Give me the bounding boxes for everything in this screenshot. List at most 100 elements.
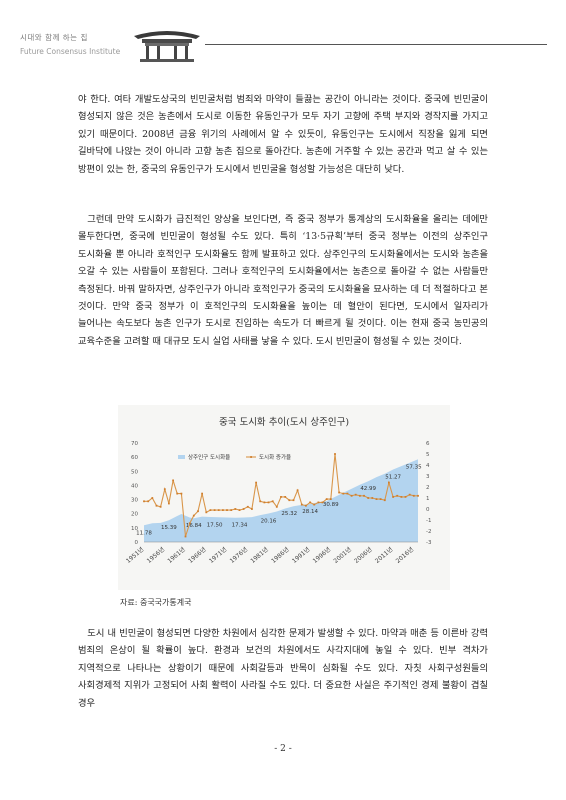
urbanization-chart: 중국 도시화 추이(도시 상주인구) 11.78 15.39 16.84 17.50 17… <box>118 405 450 590</box>
line-point <box>263 501 266 504</box>
line-point <box>325 498 328 500</box>
line-point <box>346 492 349 495</box>
y-left-tick-label: 0 <box>135 540 139 546</box>
line-point <box>151 497 154 499</box>
x-tick-label: 1971년 <box>207 545 228 564</box>
line-point <box>342 492 345 495</box>
line-point <box>188 522 191 525</box>
line-point <box>209 509 212 511</box>
x-tick-label: 2016년 <box>394 545 415 564</box>
line-point <box>388 481 390 484</box>
y-right-tick-label: 4 <box>426 463 430 469</box>
line-point <box>267 501 270 504</box>
line-point <box>275 505 278 508</box>
line-point <box>217 509 220 511</box>
line-point <box>300 503 303 506</box>
x-tick-label: 1951년 <box>124 545 145 564</box>
line-point <box>329 498 332 500</box>
line-point <box>334 453 336 455</box>
y-left-tick-label: 70 <box>131 441 138 447</box>
x-tick-label: 2011년 <box>373 545 394 564</box>
line-point <box>192 514 195 517</box>
chart-title: 중국 도시화 추이(도시 상주인구) <box>219 417 349 428</box>
line-point <box>251 508 253 510</box>
line-point <box>197 510 199 513</box>
y-right-tick-label: -2 <box>426 529 431 535</box>
y-right-tick-label: -3 <box>426 540 432 546</box>
line-point <box>155 504 158 507</box>
line-point <box>176 492 179 495</box>
line-point <box>309 501 311 504</box>
line-point <box>412 494 415 497</box>
line-point <box>305 504 307 507</box>
logo-text-english: Future Consensus Institute <box>20 47 121 56</box>
y-right-tick-label: 5 <box>426 452 430 458</box>
line-point <box>354 493 357 496</box>
header-divider <box>205 44 547 45</box>
chart-source: 자료: 중국국가통계국 <box>120 598 192 607</box>
x-tick-label: 1991년 <box>290 545 311 564</box>
line-point <box>284 496 287 498</box>
line-point <box>255 481 257 484</box>
line-point <box>201 492 203 495</box>
x-tick-label: 2001년 <box>332 545 353 564</box>
line-point <box>238 509 241 511</box>
page-header: 시대와 함께 하는 집 Future Consensus Institute <box>0 0 566 80</box>
x-tick-label: 1956년 <box>145 545 166 564</box>
line-point <box>296 489 299 492</box>
line-point <box>147 500 150 503</box>
y-right-tick-label: 3 <box>426 474 430 480</box>
line-point <box>230 509 233 511</box>
paragraph-3: 도시 내 빈민굴이 형성되면 다양한 차원에서 심각한 문제가 발생할 수 있다… <box>78 628 488 709</box>
y-left-tick-label: 20 <box>131 512 138 518</box>
line-point <box>363 494 365 497</box>
x-tick-label: 2006년 <box>353 545 374 564</box>
paragraph-2: 그런데 만약 도시화가 급진적인 양상을 보인다면, 즉 중국 정부가 통계상의… <box>78 214 488 347</box>
area-data-label: 17.34 <box>232 523 248 529</box>
line-point <box>367 497 370 499</box>
line-point <box>338 491 340 494</box>
area-data-label: 51.27 <box>385 475 401 481</box>
line-point <box>359 494 361 497</box>
x-tick-label: 1996년 <box>311 545 332 564</box>
area-data-label: 42.99 <box>360 486 376 492</box>
line-point <box>404 496 407 498</box>
x-tick-label: 1961년 <box>166 545 187 564</box>
area-data-label: 20.16 <box>261 519 277 525</box>
y-right-tick-label: 0 <box>426 507 430 513</box>
y-left-tick-label: 60 <box>131 455 138 461</box>
area-data-label: 28.14 <box>302 509 318 515</box>
line-point <box>172 479 174 482</box>
y-left-tick-label: 10 <box>131 526 138 532</box>
x-tick-label: 1966년 <box>187 545 208 564</box>
line-point <box>400 496 403 498</box>
area-data-label: 30.89 <box>323 502 339 508</box>
pavilion-logo-icon <box>134 31 200 62</box>
y-left-tick-label: 40 <box>131 483 138 489</box>
series-area-resident-urbanization <box>144 459 418 542</box>
line-point <box>163 488 166 491</box>
area-data-label: 16.84 <box>186 523 202 529</box>
line-point <box>259 500 262 503</box>
line-point <box>242 508 245 510</box>
legend-swatch-area <box>178 455 185 459</box>
line-point <box>246 505 249 508</box>
line-point <box>379 498 382 500</box>
line-point <box>288 499 291 502</box>
y-left-tick-label: 30 <box>131 498 138 504</box>
paragraph-1: 야 한다. 여타 개발도상국의 빈민굴처럼 범죄와 마약이 들끓는 공간이 아니… <box>78 94 488 175</box>
line-point <box>280 496 282 498</box>
line-point <box>371 497 374 499</box>
line-point <box>143 500 145 503</box>
line-point <box>222 509 224 511</box>
x-tick-label: 1981년 <box>249 545 270 564</box>
page-number: - 2 - <box>274 744 292 754</box>
area-data-label: 15.39 <box>161 525 177 531</box>
area-data-label: 17.50 <box>207 522 223 528</box>
line-point <box>317 501 320 504</box>
y-right-tick-label: 1 <box>426 496 430 502</box>
x-tick-label: 1976년 <box>228 545 249 564</box>
line-point <box>213 509 216 511</box>
line-point <box>392 496 394 498</box>
area-data-label: 25.32 <box>281 511 297 517</box>
